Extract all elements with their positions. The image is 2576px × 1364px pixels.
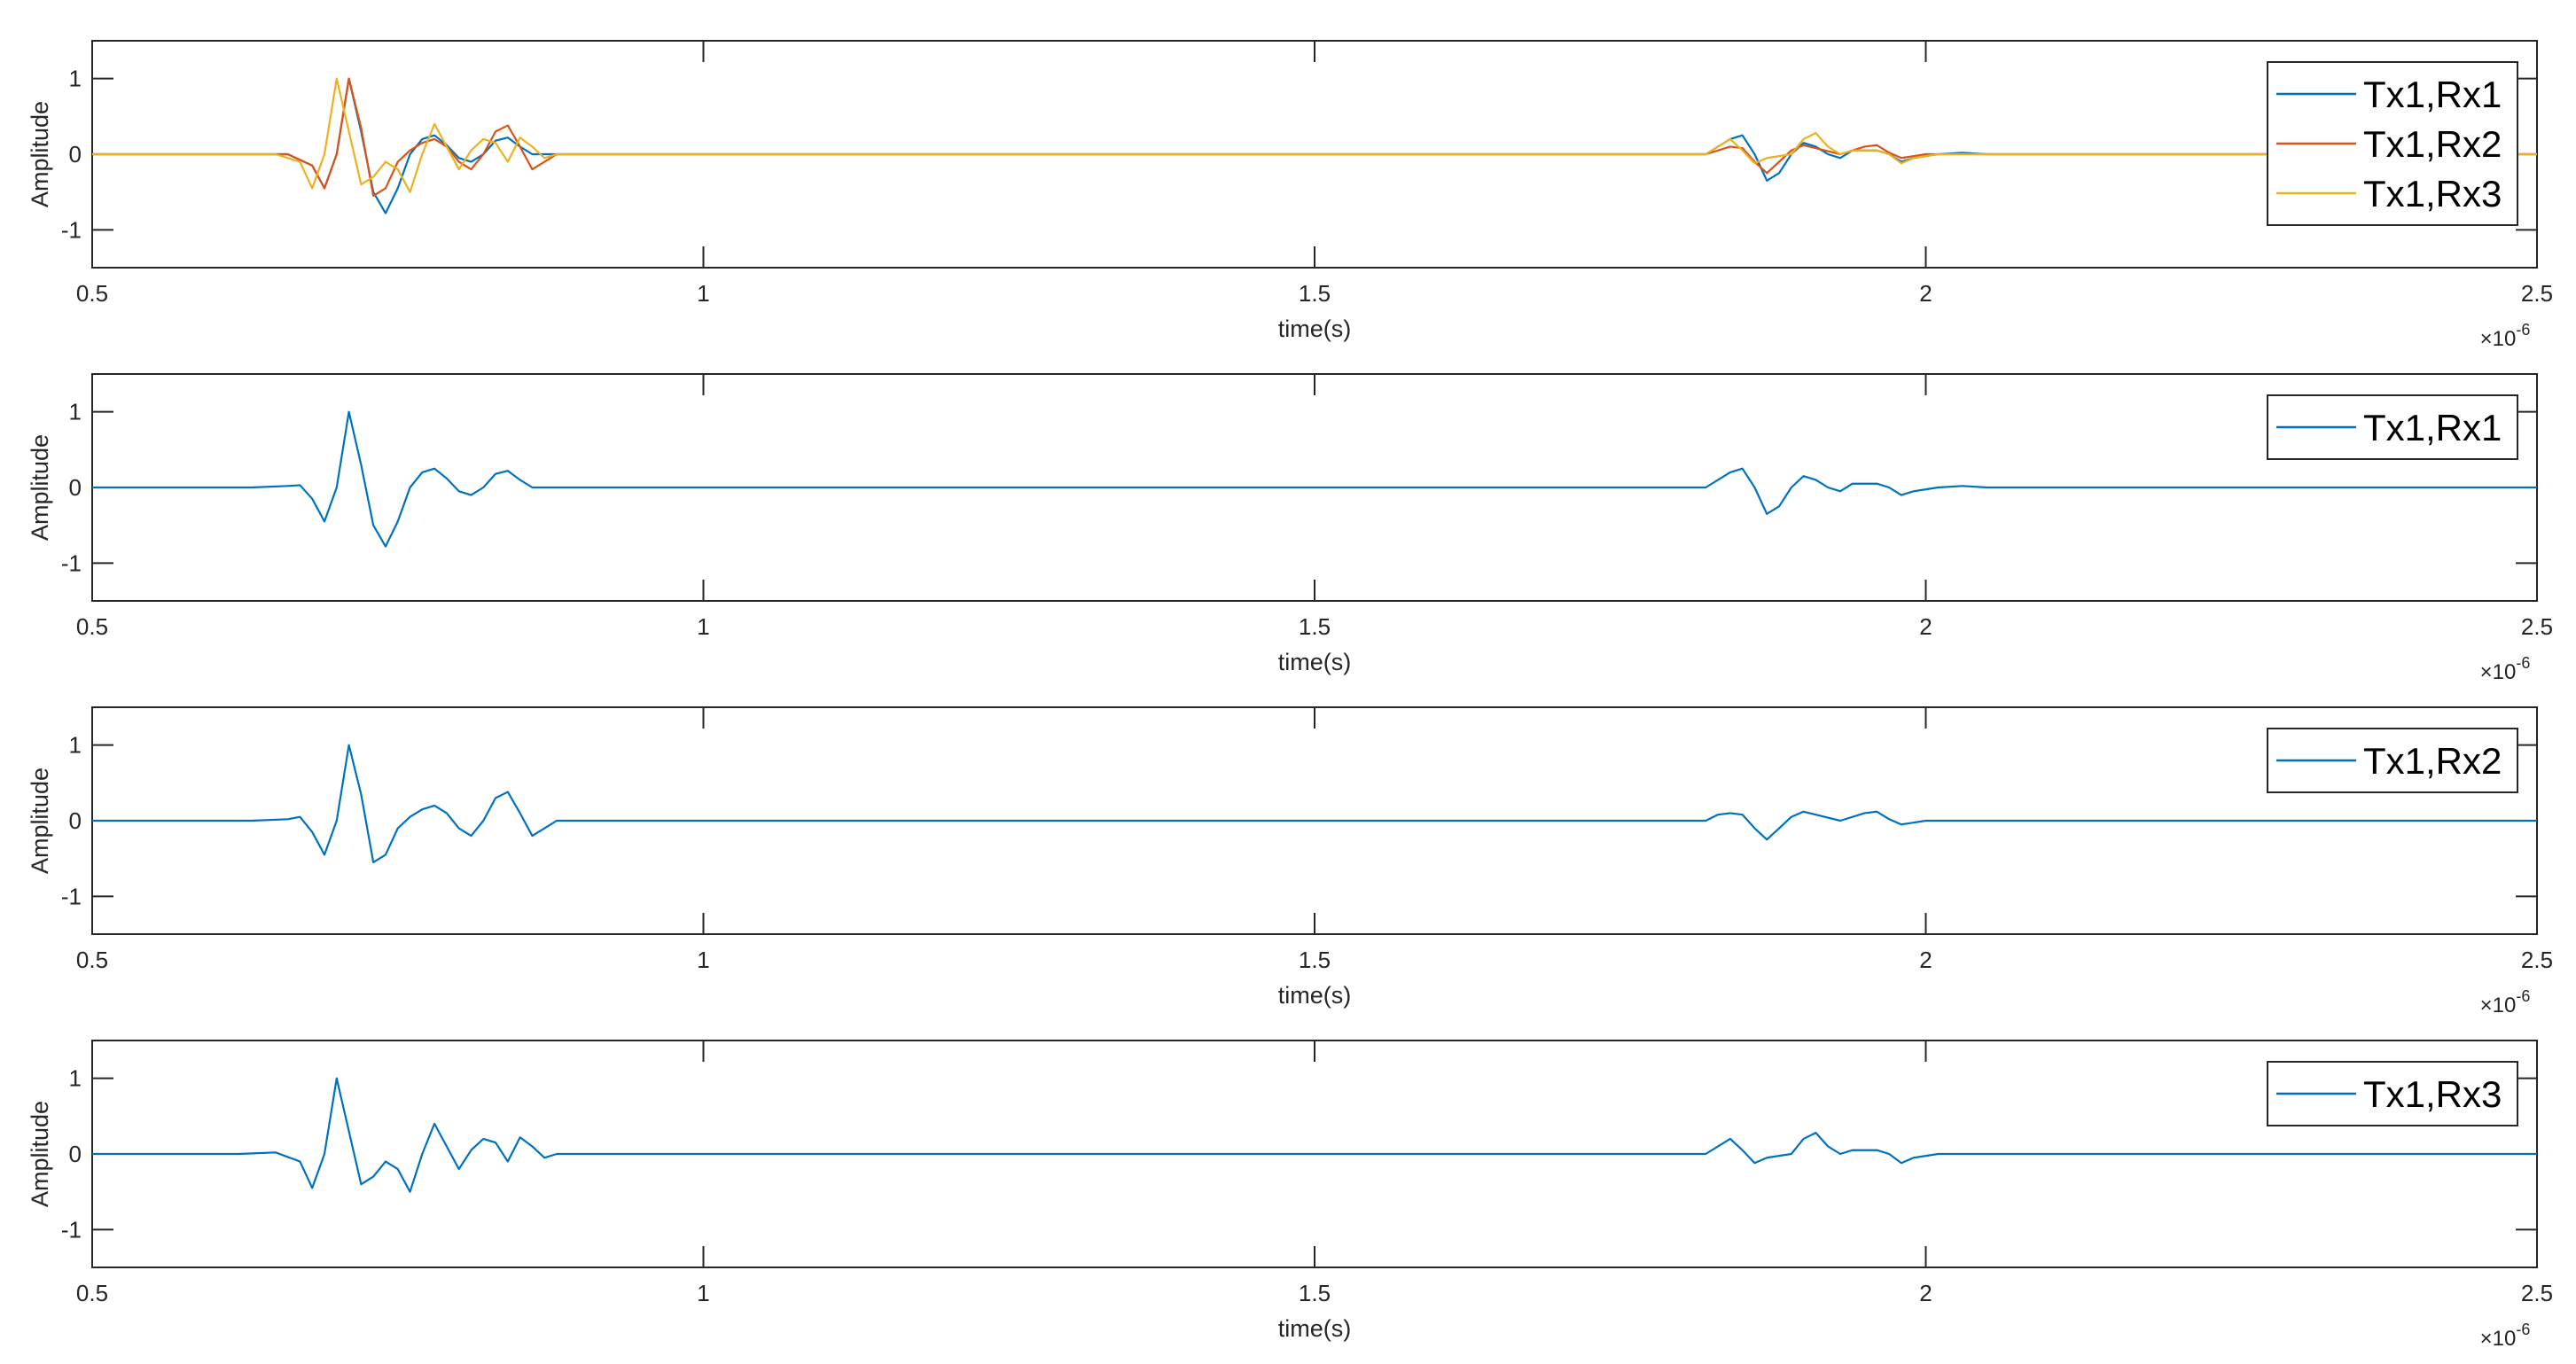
x-exponent-label: ×10-6	[2480, 654, 2531, 684]
x-axis-label: time(s)	[1278, 649, 1352, 675]
legend: Tx1,Rx3	[2267, 1061, 2518, 1126]
x-tick-label: 2.5	[2521, 1280, 2553, 1306]
x-tick-label: 0.5	[76, 1280, 108, 1306]
legend-label: Tx1,Rx2	[2363, 123, 2502, 165]
series-group	[92, 1077, 2537, 1193]
y-tick-label: 1	[69, 732, 82, 759]
x-tick-label: 1.5	[1299, 613, 1331, 640]
y-tick-label: 0	[69, 474, 82, 501]
legend: Tx1,Rx2	[2267, 728, 2518, 793]
x-tick-label: 0.5	[76, 947, 108, 973]
x-tick-label: 0.5	[76, 280, 108, 307]
series-line-3	[92, 77, 2537, 193]
legend-label: Tx1,Rx1	[2363, 74, 2502, 115]
y-axis-label: Amplitude	[27, 101, 53, 207]
series-group	[92, 77, 2537, 214]
x-tick-label: 2	[1919, 1280, 1932, 1306]
y-tick-label: -1	[61, 883, 82, 909]
x-tick-label: 1.5	[1299, 280, 1331, 307]
series-line-1	[92, 744, 2537, 864]
subplot-3: 0.5 1 1.5 2 2.5 -1 0 1 time(s) Amplitude ×10-6 Tx1,…	[27, 706, 2553, 1017]
x-tick-label: 0.5	[76, 613, 108, 640]
x-tick-label: 2.5	[2521, 947, 2553, 973]
x-tick-label: 2.5	[2521, 613, 2553, 640]
y-tick-label: 1	[69, 66, 82, 92]
y-tick-label: 1	[69, 399, 82, 425]
subplot-4: 0.5 1 1.5 2 2.5 -1 0 1 time(s) Amplitude ×10-6 Tx1,…	[27, 1040, 2553, 1351]
y-tick-label: 0	[69, 807, 82, 834]
x-exponent-label: ×10-6	[2480, 321, 2531, 351]
y-tick-label: -1	[61, 549, 82, 576]
x-axis-label: time(s)	[1278, 316, 1352, 342]
x-tick-label: 2.5	[2521, 280, 2553, 307]
y-tick-label: -1	[61, 1216, 82, 1243]
x-tick-label: 2	[1919, 613, 1932, 640]
x-axis-label: time(s)	[1278, 982, 1352, 1009]
y-tick-label: 0	[69, 1141, 82, 1167]
series-line-1	[92, 410, 2537, 548]
series-group	[92, 410, 2537, 548]
y-tick-label: 0	[69, 141, 82, 168]
y-tick-label: -1	[61, 216, 82, 243]
x-tick-label: 1.5	[1299, 947, 1331, 973]
legend-label: Tx1,Rx2	[2363, 740, 2502, 782]
x-exponent-label: ×10-6	[2480, 987, 2531, 1017]
legend-label: Tx1,Rx3	[2363, 1073, 2502, 1115]
x-exponent-label: ×10-6	[2480, 1321, 2531, 1351]
y-axis-label: Amplitude	[27, 768, 53, 874]
series-group	[92, 744, 2537, 864]
x-tick-label: 1	[697, 613, 709, 640]
x-tick-label: 1	[697, 1280, 709, 1306]
y-tick-label: 1	[69, 1065, 82, 1092]
x-tick-label: 2	[1919, 947, 1932, 973]
x-axis-label: time(s)	[1278, 1315, 1352, 1342]
x-tick-label: 2	[1919, 280, 1932, 307]
legend-label: Tx1,Rx3	[2363, 173, 2502, 214]
legend: Tx1,Rx1	[2267, 394, 2518, 460]
x-tick-label: 1	[697, 947, 709, 973]
legend-label: Tx1,Rx1	[2363, 407, 2502, 448]
y-axis-label: Amplitude	[27, 434, 53, 541]
legend: Tx1,Rx1 Tx1,Rx2 Tx1,Rx3	[2267, 61, 2518, 226]
x-tick-label: 1.5	[1299, 1280, 1331, 1306]
y-axis-label: Amplitude	[27, 1101, 53, 1207]
x-tick-label: 1	[697, 280, 709, 307]
subplot-2: 0.5 1 1.5 2 2.5 -1 0 1 time(s) Amplitude ×10-6 Tx1,…	[27, 373, 2553, 684]
subplot-1: 0.5 1 1.5 2 2.5 -1 0 1 time(s) Amplitude ×10-6 Tx1,…	[27, 40, 2553, 351]
series-line-1	[92, 1077, 2537, 1193]
